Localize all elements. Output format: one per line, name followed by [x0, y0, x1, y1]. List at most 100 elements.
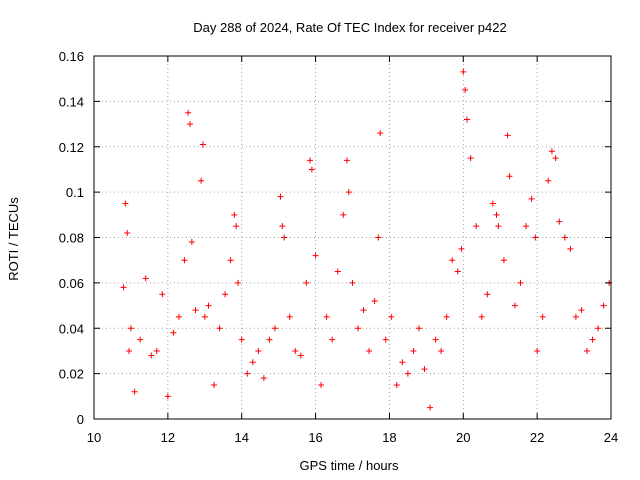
data-point — [572, 313, 579, 320]
data-point — [122, 200, 129, 207]
data-point — [388, 313, 395, 320]
data-point — [231, 211, 238, 218]
data-point — [460, 68, 467, 75]
data-point — [281, 234, 288, 241]
data-point — [175, 313, 182, 320]
data-point — [249, 359, 256, 366]
data-point — [279, 223, 286, 230]
data-point — [371, 298, 378, 305]
data-point — [449, 257, 456, 264]
data-point — [523, 223, 530, 230]
data-point — [340, 211, 347, 218]
data-point — [297, 352, 304, 359]
data-point — [137, 336, 144, 343]
data-point — [277, 193, 284, 200]
data-point — [124, 229, 131, 236]
data-point — [205, 302, 212, 309]
data-point — [410, 347, 417, 354]
y-tick-label: 0.12 — [59, 140, 84, 155]
data-point — [393, 381, 400, 388]
data-point — [153, 347, 160, 354]
data-point — [244, 370, 251, 377]
data-point — [399, 359, 406, 366]
data-point — [443, 313, 450, 320]
data-point — [495, 223, 502, 230]
data-point — [534, 347, 541, 354]
data-point — [489, 200, 496, 207]
x-tick-label: 18 — [382, 430, 396, 445]
data-point — [382, 336, 389, 343]
data-point — [375, 234, 382, 241]
data-point — [539, 313, 546, 320]
data-point — [463, 116, 470, 123]
data-point — [500, 257, 507, 264]
data-point — [238, 336, 245, 343]
data-point — [462, 87, 469, 94]
data-point — [467, 155, 474, 162]
data-point — [421, 366, 428, 373]
data-point — [131, 388, 138, 395]
data-point — [484, 291, 491, 298]
data-point — [222, 291, 229, 298]
data-point — [345, 189, 352, 196]
y-tick-label: 0.1 — [66, 185, 84, 200]
data-point — [511, 302, 518, 309]
data-points — [120, 68, 613, 411]
y-tick-label: 0.08 — [59, 231, 84, 246]
data-point — [600, 302, 607, 309]
data-point — [216, 325, 223, 332]
x-tick-label: 14 — [234, 430, 248, 445]
data-point — [199, 141, 206, 148]
data-point — [589, 336, 596, 343]
data-point — [493, 211, 500, 218]
data-point — [187, 121, 194, 128]
data-point — [360, 307, 367, 314]
data-point — [504, 132, 511, 139]
data-point — [211, 381, 218, 388]
x-tick-label: 12 — [161, 430, 175, 445]
data-point — [552, 155, 559, 162]
data-point — [255, 347, 262, 354]
axis-ticks: 10 12 14 16 18 20 22 24 0 0.02 0.04 0.06 0.08 0.1 0.12… — [59, 49, 619, 445]
data-point — [517, 279, 524, 286]
data-point — [227, 257, 234, 264]
data-point — [142, 275, 149, 282]
data-point — [307, 157, 314, 164]
data-point — [312, 252, 319, 259]
data-point — [377, 130, 384, 137]
data-point — [188, 239, 195, 246]
data-point — [318, 381, 325, 388]
grid-lines — [94, 56, 611, 419]
data-point — [458, 245, 465, 252]
data-point — [329, 336, 336, 343]
data-point — [532, 234, 539, 241]
x-axis-label: GPS time / hours — [300, 458, 399, 473]
data-point — [506, 173, 513, 180]
data-point — [478, 313, 485, 320]
data-point — [164, 393, 171, 400]
data-point — [595, 325, 602, 332]
data-point — [181, 257, 188, 264]
data-point — [473, 223, 480, 230]
data-point — [192, 307, 199, 314]
y-axis-label: ROTI / TECUs — [6, 197, 21, 281]
data-point — [432, 336, 439, 343]
data-point — [201, 313, 208, 320]
data-point — [308, 166, 315, 173]
data-point — [548, 148, 555, 155]
x-tick-label: 24 — [604, 430, 618, 445]
data-point — [266, 336, 273, 343]
data-point — [286, 313, 293, 320]
data-point — [404, 370, 411, 377]
data-point — [159, 291, 166, 298]
data-point — [556, 218, 563, 225]
data-point — [260, 375, 267, 382]
y-tick-label: 0.14 — [59, 94, 84, 109]
data-point — [366, 347, 373, 354]
data-point — [454, 268, 461, 275]
data-point — [545, 177, 552, 184]
data-point — [528, 195, 535, 202]
data-point — [120, 284, 127, 291]
data-point — [438, 347, 445, 354]
